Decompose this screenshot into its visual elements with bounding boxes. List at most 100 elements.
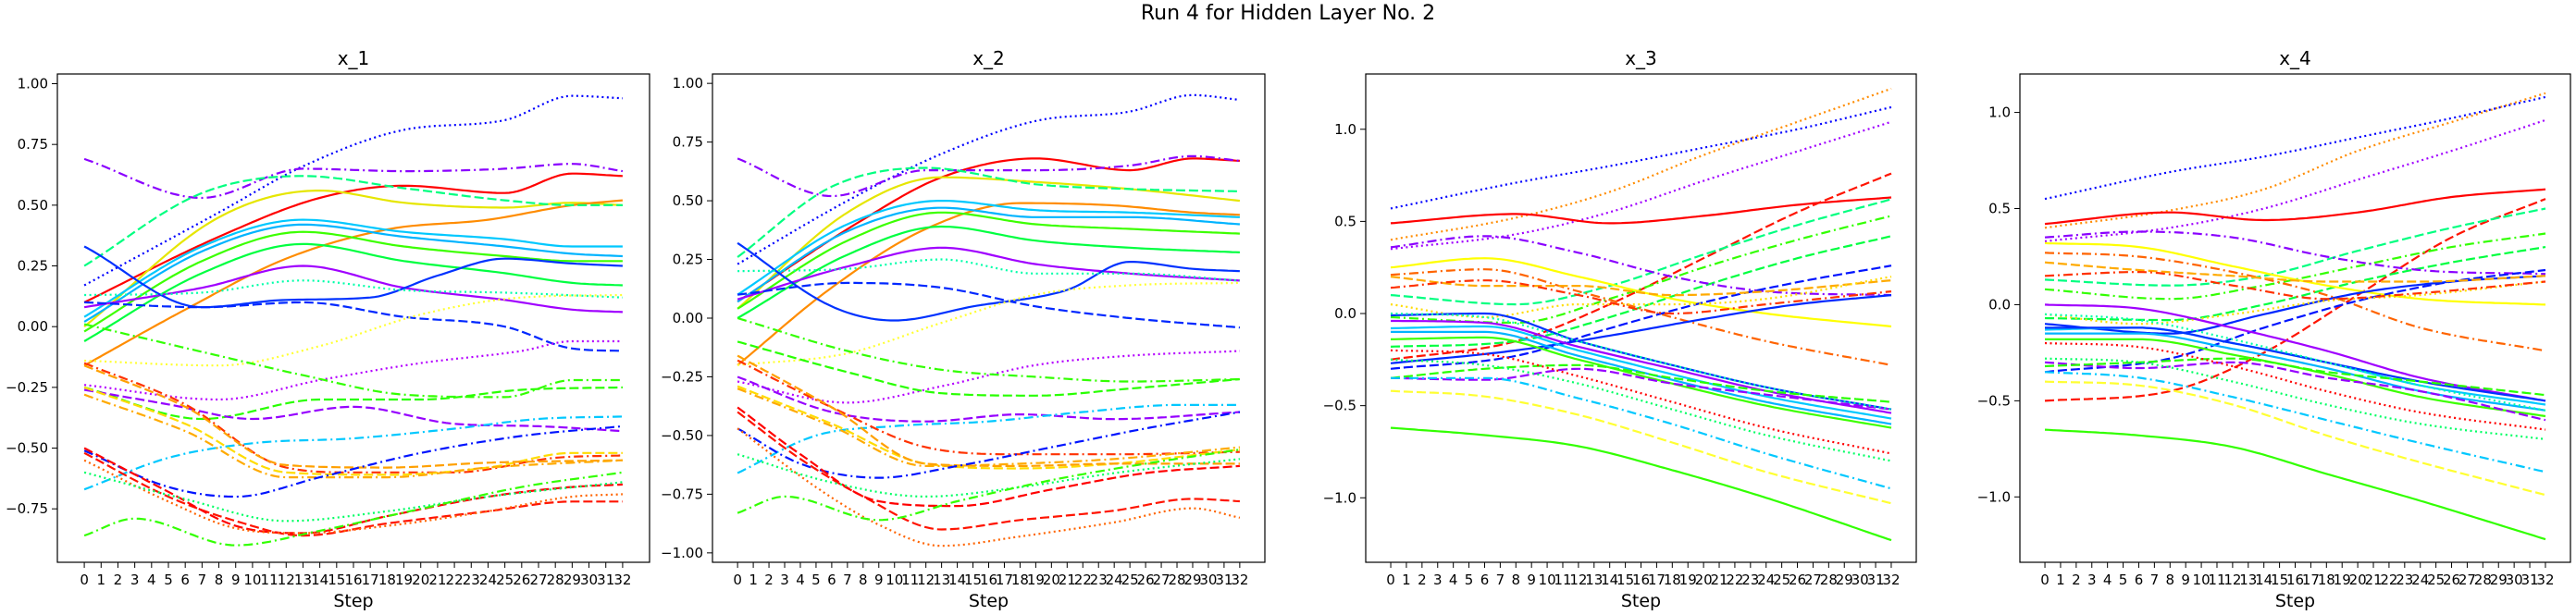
- x-tick-label: 30: [1199, 572, 1217, 588]
- series-line-29: [737, 453, 1241, 498]
- x-tick-label: 6: [180, 572, 190, 588]
- subplot-x_4: x_40 1 2 3 4 5 6 7 8 9 101112131415161718192021222…: [1977, 47, 2571, 611]
- x-tick-label: 23: [463, 572, 480, 588]
- y-tick-label: −0.5: [1977, 392, 2011, 409]
- series-line-28: [1390, 389, 1892, 505]
- y-tick-label: −1.00: [661, 545, 703, 561]
- series-line-6: [1390, 198, 1892, 306]
- x-tick-label: 18: [1664, 572, 1681, 588]
- series-line-20: [83, 415, 623, 491]
- series-line-2: [2044, 95, 2546, 201]
- x-tick-label: 1: [96, 572, 105, 588]
- y-tick-label: −0.75: [6, 500, 48, 517]
- x-tick-label: 20: [2349, 572, 2367, 588]
- x-tick-label: 31: [1867, 572, 1885, 588]
- x-tick-label: 0: [80, 572, 89, 588]
- x-tick-label: 22: [446, 572, 464, 588]
- x-tick-label: 31: [2521, 572, 2539, 588]
- series-line-23: [737, 354, 1240, 467]
- series-line-29: [83, 471, 624, 523]
- x-tick-label: 11: [1554, 572, 1571, 588]
- x-tick-label: 32: [1882, 572, 1900, 588]
- x-tick-label: 24: [479, 572, 497, 588]
- y-tick-label: 0.75: [18, 136, 48, 153]
- series-line-24: [83, 393, 623, 479]
- series-line-13: [1390, 294, 1892, 364]
- x-tick-label: 32: [1231, 572, 1248, 588]
- x-tick-label: 31: [1215, 572, 1232, 588]
- y-tick-label: −0.25: [661, 368, 703, 385]
- x-tick-label: 20: [412, 572, 429, 588]
- y-tick-label: −0.50: [6, 440, 48, 457]
- x-tick-label: 13: [1585, 572, 1603, 588]
- x-tick-label: 21: [1710, 572, 1728, 588]
- x-tick-label: 12: [1569, 572, 1587, 588]
- series-line-14: [1390, 276, 1892, 297]
- series-line-13: [737, 281, 1241, 329]
- x-tick-label: 6: [2135, 572, 2144, 588]
- x-tick-label: 9: [2181, 572, 2190, 588]
- x-tick-label: 21: [428, 572, 446, 588]
- x-tick-label: 23: [1741, 572, 1759, 588]
- x-tick-label: 12: [917, 572, 935, 588]
- x-tick-label: 20: [1043, 572, 1060, 588]
- axes-frame: [712, 73, 1266, 563]
- x-tick-label: 4: [796, 572, 805, 588]
- series-line-29: [2044, 428, 2546, 541]
- series-line-24: [1390, 363, 1892, 403]
- subplot-x_2: x_20 1 2 3 4 5 6 7 8 9 101112131415161718192021222…: [661, 47, 1266, 611]
- series-line-12: [83, 245, 623, 309]
- series-group: [83, 94, 624, 547]
- series-line-8: [737, 206, 1240, 303]
- series-line-28: [737, 427, 1241, 547]
- x-tick-label: 3: [130, 572, 140, 588]
- x-tick-label: 29: [2490, 572, 2508, 588]
- x-tick-label: 11: [261, 572, 279, 588]
- series-line-1: [737, 93, 1241, 265]
- x-tick-label: 19: [1027, 572, 1045, 588]
- x-tick-label: 28: [1168, 572, 1185, 588]
- x-tick-label: 14: [311, 572, 328, 588]
- series-line-7: [1390, 215, 1892, 325]
- x-tick-label: 22: [1074, 572, 1092, 588]
- subplot-title: x_4: [2279, 47, 2311, 69]
- x-tick-label: 5: [811, 572, 821, 588]
- series-line-24: [2044, 357, 2546, 397]
- x-tick-label: 0: [1386, 572, 1395, 588]
- series-line-26: [83, 451, 623, 537]
- x-tick-label: 27: [1804, 572, 1822, 588]
- series-line-22: [2044, 361, 2546, 422]
- x-tick-label: 16: [1632, 572, 1650, 588]
- y-tick-label: −0.75: [661, 486, 703, 502]
- x-tick-label: 23: [1090, 572, 1108, 588]
- x-tick-label: 25: [1121, 572, 1139, 588]
- x-tick-label: 30: [2506, 572, 2523, 588]
- subplot-title: x_3: [1625, 47, 1657, 69]
- x-tick-label: 0: [2040, 572, 2050, 588]
- x-axis-label: Step: [1621, 591, 1661, 611]
- x-tick-label: 15: [2271, 572, 2288, 588]
- x-axis-label: Step: [333, 591, 373, 611]
- series-line-30: [737, 449, 1241, 522]
- series-line-24: [737, 387, 1241, 467]
- x-tick-label: 26: [1137, 572, 1155, 588]
- x-tick-label: 28: [547, 572, 564, 588]
- x-tick-label: 8: [859, 572, 868, 588]
- x-tick-label: 8: [2165, 572, 2174, 588]
- series-line-16: [737, 350, 1240, 404]
- x-tick-label: 7: [2150, 572, 2160, 588]
- series-line-2: [83, 172, 623, 303]
- x-tick-label: 24: [1757, 572, 1775, 588]
- x-tick-label: 7: [198, 572, 207, 588]
- x-tick-label: 29: [1836, 572, 1853, 588]
- x-tick-label: 15: [964, 572, 982, 588]
- x-tick-label: 12: [278, 572, 295, 588]
- x-tick-label: 4: [2103, 572, 2112, 588]
- x-tick-label: 19: [395, 572, 413, 588]
- x-tick-label: 22: [1726, 572, 1743, 588]
- series-line-5: [2044, 198, 2546, 402]
- series-line-18: [737, 316, 1240, 383]
- x-tick-label: 11: [2208, 572, 2225, 588]
- figure-title: Run 4 for Hidden Layer No. 2: [1140, 2, 1436, 25]
